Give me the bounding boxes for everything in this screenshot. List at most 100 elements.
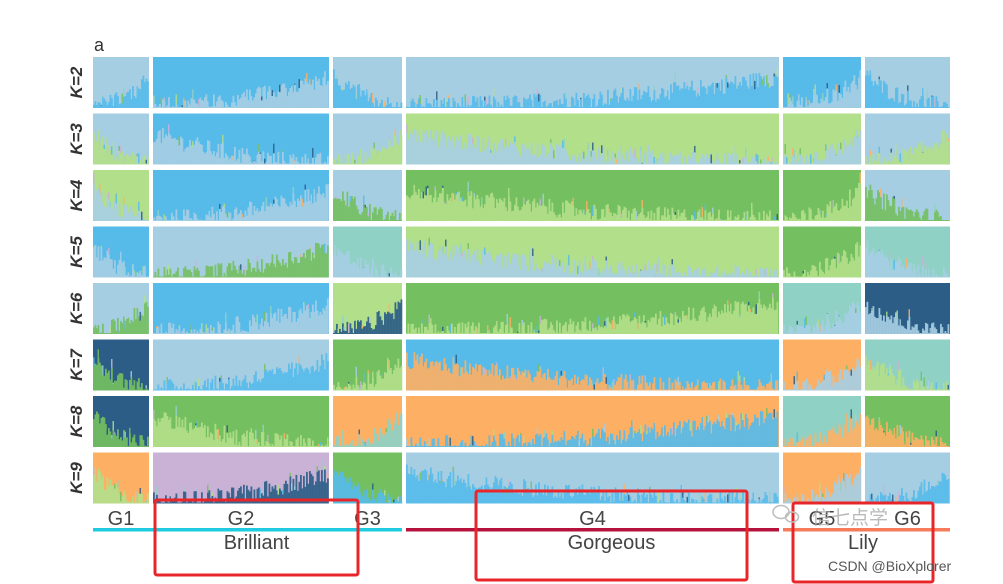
ancestry-bar [211, 106, 214, 108]
ancestry-bar [840, 208, 842, 221]
ancestry-bar [641, 207, 644, 221]
ancestry-bar [247, 489, 250, 504]
ancestry-bar [208, 437, 211, 447]
ancestry-bar [315, 157, 317, 165]
ancestry-bar [895, 87, 897, 108]
ancestry-bar [189, 218, 191, 221]
ancestry-bar [283, 314, 286, 334]
ancestry-bar [463, 333, 465, 334]
ancestry-bar [379, 151, 382, 165]
ancestry-speck [716, 83, 718, 88]
ancestry-bar [676, 381, 678, 391]
ancestry-bar [580, 330, 582, 334]
ancestry-bar [700, 423, 702, 447]
ancestry-bar [604, 216, 606, 221]
ancestry-bar [505, 207, 507, 221]
ancestry-bar [229, 107, 232, 108]
ancestry-bar [524, 152, 527, 165]
ancestry-speck [539, 366, 541, 369]
ancestry-bar [237, 385, 239, 391]
ancestry-bar [535, 434, 537, 447]
ancestry-bar [718, 389, 720, 391]
ancestry-bar [346, 251, 349, 278]
ancestry-bar [455, 333, 458, 334]
ancestry-bar [367, 101, 370, 108]
ancestry-bar [511, 433, 513, 447]
ancestry-bar [165, 389, 167, 391]
ancestry-bar [201, 220, 203, 221]
ancestry-bar [884, 83, 887, 108]
ancestry-bar [790, 100, 793, 108]
ancestry-bar [172, 216, 175, 221]
ancestry-bar [181, 220, 184, 221]
ancestry-bar [479, 333, 482, 334]
ancestry-bar [787, 389, 790, 391]
ancestry-bar [295, 363, 298, 391]
ancestry-bar [763, 423, 765, 447]
ancestry-bar [286, 205, 289, 221]
ancestry-speck [787, 93, 789, 104]
ancestry-bar [234, 101, 236, 108]
ancestry-bar [599, 272, 602, 278]
ancestry-speck [769, 381, 771, 383]
ancestry-bar [577, 430, 579, 447]
ancestry-speck [653, 422, 655, 427]
ancestry-bar [880, 254, 882, 278]
ancestry-bar [673, 156, 675, 165]
ancestry-bar [434, 190, 437, 221]
ancestry-bar [132, 321, 134, 334]
ancestry-bar [94, 245, 97, 278]
ancestry-speck [94, 467, 96, 475]
ancestry-bar [343, 163, 346, 165]
ancestry-speck [742, 157, 744, 163]
ancestry-bar [163, 266, 166, 278]
ancestry-speck [580, 97, 582, 100]
ancestry-bar [324, 469, 326, 504]
ancestry-bar [354, 163, 356, 165]
ancestry-bar [222, 333, 224, 334]
ancestry-bar [805, 100, 808, 108]
ancestry-bar [685, 163, 687, 165]
ancestry-bar [378, 106, 380, 108]
ancestry-bar [521, 253, 524, 278]
ancestry-bar [923, 386, 926, 391]
ancestry-bar [283, 438, 286, 447]
ancestry-bar [100, 248, 103, 278]
ancestry-speck [928, 269, 930, 277]
ancestry-bar [354, 388, 356, 391]
ancestry-bar [872, 153, 875, 165]
ancestry-bar [485, 444, 488, 447]
ancestry-speck [832, 200, 834, 208]
ancestry-bar [718, 160, 720, 165]
ancestry-bar [343, 330, 346, 334]
ancestry-speck [337, 328, 339, 333]
ancestry-bar [895, 438, 897, 447]
ancestry-bar [545, 433, 548, 447]
ancestry-bar [598, 276, 600, 278]
ancestry-speck [883, 431, 885, 433]
ancestry-bar [649, 219, 651, 221]
ancestry-bar [831, 212, 833, 221]
ancestry-bar [121, 262, 124, 278]
ancestry-bar [312, 365, 314, 391]
ancestry-bar [491, 153, 494, 165]
ancestry-speck [425, 443, 427, 446]
ancestry-speck [605, 256, 607, 261]
ancestry-speck [790, 267, 792, 277]
ancestry-bar [835, 268, 838, 278]
ancestry-bar [737, 85, 740, 108]
ancestry-speck [899, 153, 901, 162]
ancestry-bar [375, 384, 377, 391]
ancestry-bar [811, 389, 814, 391]
ancestry-bar [792, 155, 794, 165]
ancestry-bar [802, 326, 805, 334]
ancestry-bar [847, 263, 850, 278]
ancestry-bar [535, 157, 537, 165]
ancestry-bar [826, 371, 829, 391]
ancestry-bar [889, 366, 891, 391]
ancestry-speck [300, 254, 302, 257]
ancestry-bar [554, 101, 557, 108]
ancestry-bar [433, 99, 435, 108]
ancestry-bar [829, 328, 832, 334]
ancestry-bar [574, 332, 576, 334]
